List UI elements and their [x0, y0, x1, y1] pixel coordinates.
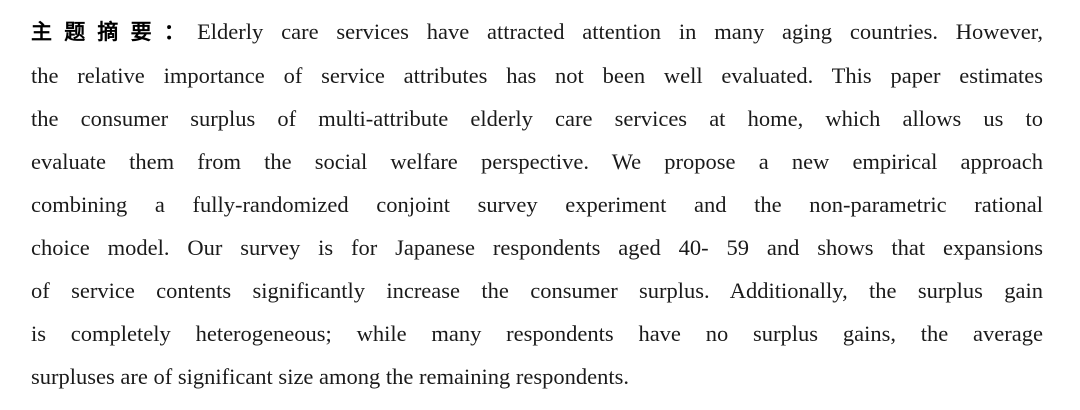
abstract-line-text: Elderly care services have attracted att…: [197, 19, 1043, 44]
abstract-line: combining a fully-randomized conjoint su…: [31, 192, 1043, 217]
abstract-line: is completely heterogeneous; while many …: [31, 321, 1043, 346]
abstract-line: evaluate them from the social welfare pe…: [31, 149, 1043, 174]
abstract-line: of service contents significantly increa…: [31, 278, 1043, 303]
abstract-line: the consumer surplus of multi-attribute …: [31, 106, 1043, 131]
abstract-label: 主题摘要：: [31, 20, 198, 44]
abstract-line: the relative importance of service attri…: [31, 63, 1043, 88]
abstract-line: choice model. Our survey is for Japanese…: [31, 235, 1043, 260]
abstract-line: surpluses are of significant size among …: [31, 364, 629, 389]
abstract-line: 主题摘要：Elderly care services have attracte…: [31, 10, 1043, 54]
abstract-paragraph: 主题摘要：Elderly care services have attracte…: [31, 10, 1043, 398]
